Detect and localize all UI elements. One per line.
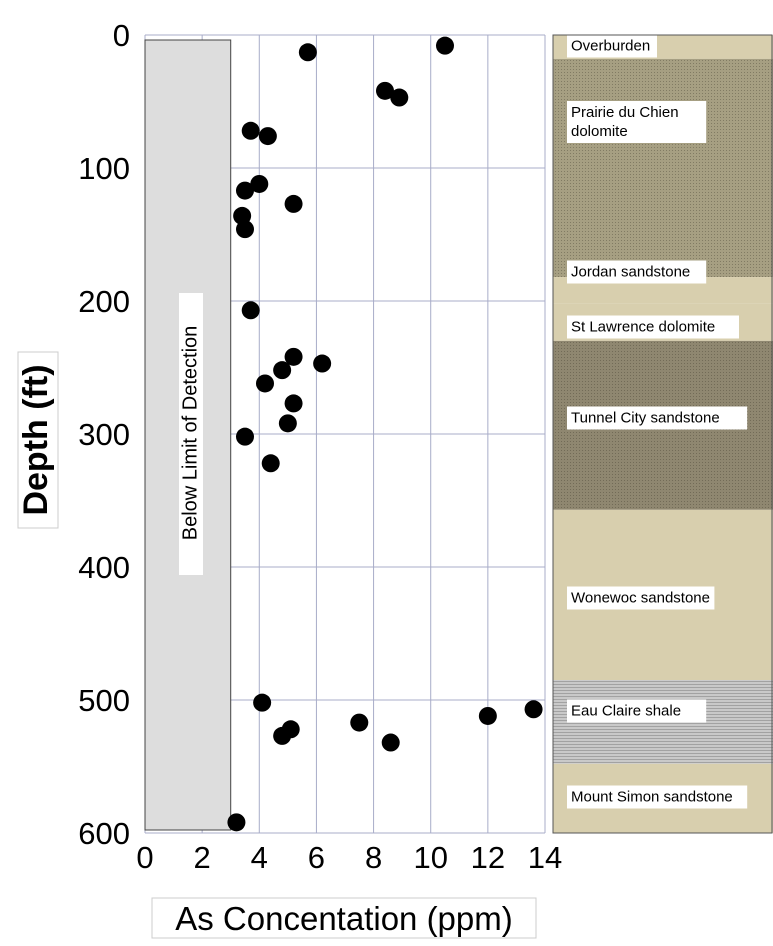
- detection-limit-region: Below Limit of Detection: [144, 39, 232, 831]
- strat-unit: Jordan sandstone: [553, 260, 773, 304]
- strat-unit-label: Tunnel City sandstone: [571, 410, 720, 427]
- strat-label-box: [567, 34, 657, 58]
- strat-label-box: [567, 260, 707, 284]
- data-point: [284, 394, 303, 413]
- y-axis-title: Depth (ft): [17, 364, 55, 515]
- data-point: [273, 726, 292, 745]
- strat-unit-label: Jordan sandstone: [571, 264, 690, 281]
- y-tick-label: 300: [78, 417, 130, 452]
- y-axis-title-box: [17, 351, 59, 529]
- strat-unit: Wonewoc sandstone: [553, 509, 773, 681]
- y-tick-label: 100: [78, 151, 130, 186]
- data-point: [258, 127, 277, 146]
- data-point: [298, 43, 317, 62]
- strat-label-box: [567, 315, 739, 339]
- data-point: [284, 347, 303, 366]
- y-axis-ticks: 0 100 200 300 400 500 600: [78, 18, 130, 851]
- strat-unit: Mount Simon sandstone: [553, 763, 773, 833]
- data-point: [236, 220, 254, 239]
- x-tick-label: 8: [365, 840, 382, 875]
- data-point: [524, 700, 543, 719]
- strat-unit-label: Mount Simon sandstone: [571, 789, 733, 806]
- x-axis-ticks: 0 2 4 6 8 10 12 14: [136, 840, 562, 875]
- x-tick-label: 6: [308, 840, 325, 875]
- x-tick-label: 0: [136, 840, 153, 875]
- strat-column-border: [552, 34, 773, 834]
- strat-unit: Tunnel City sandstone: [553, 340, 773, 510]
- x-axis-title-box: [151, 897, 537, 939]
- detection-limit-label: Below Limit of Detection: [179, 326, 201, 541]
- x-axis-title-group: As Concentation (ppm): [151, 897, 537, 939]
- x-tick-label: 4: [251, 840, 268, 875]
- strat-unit-texture: [553, 58, 773, 278]
- y-tick-label: 400: [78, 550, 130, 585]
- data-point: [381, 733, 400, 752]
- strat-unit: St Lawrence dolomite: [553, 303, 773, 341]
- strat-unit-label: Overburden: [571, 38, 650, 55]
- stratigraphic-column: Overburden Prairie du Chien dolomite Jordan…: [552, 34, 773, 834]
- x-axis-title: As Concentation (ppm): [175, 900, 513, 937]
- data-point: [256, 374, 274, 393]
- strat-unit: Prairie du Chien dolomite: [553, 58, 773, 278]
- data-point: [436, 36, 454, 55]
- data-point: [250, 174, 269, 193]
- strat-unit-label: Wonewoc sandstone: [571, 590, 710, 607]
- strat-label-box: [567, 406, 748, 430]
- x-tick-label: 10: [413, 840, 447, 875]
- strat-label-box: [567, 586, 715, 610]
- y-tick-label: 0: [113, 18, 130, 53]
- strat-unit: Eau Claire shale: [553, 680, 773, 764]
- data-point: [313, 354, 332, 373]
- strat-label-box: [567, 101, 707, 143]
- data-point: [261, 454, 280, 473]
- data-point: [253, 693, 272, 712]
- detection-limit-label-box: [179, 293, 203, 575]
- y-tick-label: 600: [78, 816, 130, 851]
- data-points: [227, 36, 543, 832]
- x-tick-label: 2: [194, 840, 211, 875]
- y-tick-label: 200: [78, 284, 130, 319]
- data-point: [236, 181, 254, 200]
- strat-label-box: [567, 785, 748, 809]
- data-point: [390, 88, 409, 107]
- y-tick-label: 500: [78, 683, 130, 718]
- data-point: [241, 301, 260, 320]
- data-point: [227, 813, 246, 832]
- data-point: [478, 706, 497, 725]
- strat-unit-label: Eau Claire shale: [571, 703, 681, 720]
- x-tick-label: 12: [471, 840, 505, 875]
- data-point: [350, 713, 369, 732]
- data-point: [241, 121, 260, 140]
- y-axis-title-group: Depth (ft): [17, 351, 59, 529]
- x-tick-label: 14: [528, 840, 562, 875]
- data-point: [376, 81, 394, 100]
- strat-unit-label: St Lawrence dolomite: [571, 319, 715, 336]
- strat-unit-label: Prairie du Chien dolomite: [571, 104, 679, 140]
- strat-label-box: [567, 699, 707, 723]
- data-point: [278, 414, 297, 433]
- data-point: [284, 194, 303, 213]
- data-point: [273, 361, 292, 380]
- strat-unit: Overburden: [553, 34, 773, 59]
- data-point: [236, 427, 254, 446]
